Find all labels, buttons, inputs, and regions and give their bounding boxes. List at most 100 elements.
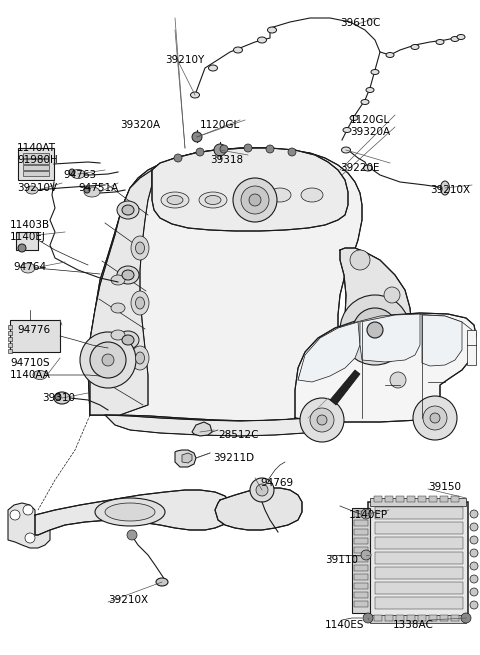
Ellipse shape	[122, 335, 134, 345]
Ellipse shape	[135, 352, 144, 364]
Ellipse shape	[269, 188, 291, 202]
Ellipse shape	[95, 498, 165, 526]
Ellipse shape	[21, 263, 35, 273]
Circle shape	[361, 509, 371, 519]
Ellipse shape	[257, 37, 266, 43]
Bar	[354, 583, 368, 589]
Bar	[354, 547, 368, 553]
Bar	[354, 565, 368, 571]
Ellipse shape	[131, 236, 149, 260]
Circle shape	[90, 342, 126, 378]
Circle shape	[192, 132, 202, 142]
Circle shape	[470, 601, 478, 609]
Circle shape	[214, 144, 226, 156]
Circle shape	[18, 244, 26, 252]
Ellipse shape	[436, 39, 444, 45]
Ellipse shape	[156, 578, 168, 586]
Bar	[8, 337, 12, 341]
Circle shape	[69, 169, 75, 175]
Text: 39310: 39310	[42, 393, 75, 403]
Circle shape	[470, 562, 478, 570]
Bar	[23, 165, 49, 170]
Bar	[374, 615, 382, 621]
Polygon shape	[295, 313, 476, 422]
Text: 1120GL: 1120GL	[350, 115, 390, 125]
Ellipse shape	[363, 165, 372, 171]
Bar	[10, 320, 60, 352]
Ellipse shape	[208, 65, 217, 71]
Ellipse shape	[117, 266, 139, 284]
Bar	[354, 556, 368, 562]
Text: 91980H: 91980H	[17, 155, 58, 165]
Ellipse shape	[117, 331, 139, 349]
Circle shape	[250, 478, 274, 502]
Circle shape	[23, 505, 33, 515]
Text: 11403B: 11403B	[10, 220, 50, 230]
Ellipse shape	[237, 192, 265, 208]
Bar	[374, 496, 382, 502]
Bar	[375, 597, 463, 609]
Ellipse shape	[343, 128, 351, 132]
Bar	[354, 601, 368, 607]
Circle shape	[266, 145, 274, 153]
Text: 39150: 39150	[428, 482, 461, 492]
Bar	[385, 615, 393, 621]
Bar	[370, 498, 466, 506]
Circle shape	[470, 575, 478, 583]
Ellipse shape	[135, 242, 144, 254]
Bar	[375, 522, 463, 534]
Circle shape	[350, 250, 370, 270]
Circle shape	[300, 398, 344, 442]
Circle shape	[470, 536, 478, 544]
Ellipse shape	[111, 303, 125, 313]
Circle shape	[288, 148, 296, 156]
Text: 28512C: 28512C	[218, 430, 259, 440]
Ellipse shape	[441, 181, 449, 195]
Bar	[370, 615, 466, 623]
Bar	[467, 330, 476, 365]
Circle shape	[10, 510, 20, 520]
Ellipse shape	[361, 100, 369, 105]
Polygon shape	[175, 450, 196, 467]
Ellipse shape	[366, 88, 374, 92]
Ellipse shape	[54, 392, 70, 404]
Circle shape	[80, 332, 136, 388]
Ellipse shape	[111, 330, 125, 340]
Polygon shape	[88, 148, 362, 421]
Text: 94710S: 94710S	[10, 358, 49, 368]
Ellipse shape	[191, 92, 200, 98]
Bar	[407, 496, 415, 502]
Circle shape	[102, 354, 114, 366]
Polygon shape	[215, 488, 302, 530]
Circle shape	[367, 322, 383, 338]
Polygon shape	[192, 422, 212, 436]
Bar	[375, 552, 463, 564]
Bar	[8, 349, 12, 353]
Circle shape	[196, 148, 204, 156]
Ellipse shape	[267, 27, 276, 33]
Text: 39610C: 39610C	[340, 18, 380, 28]
Ellipse shape	[71, 170, 85, 179]
Bar	[396, 615, 404, 621]
Circle shape	[390, 372, 406, 388]
Bar	[354, 574, 368, 580]
Text: 94751A: 94751A	[78, 183, 118, 193]
Circle shape	[361, 550, 371, 560]
Circle shape	[310, 408, 334, 432]
Bar	[440, 496, 448, 502]
Ellipse shape	[301, 188, 323, 202]
Text: 39110: 39110	[325, 555, 358, 565]
Ellipse shape	[167, 195, 183, 204]
Ellipse shape	[457, 35, 465, 39]
Bar	[407, 615, 415, 621]
Polygon shape	[360, 314, 420, 362]
Text: 1140EP: 1140EP	[349, 510, 388, 520]
Text: 94776: 94776	[17, 325, 50, 335]
Bar	[375, 537, 463, 549]
Ellipse shape	[199, 192, 227, 208]
Ellipse shape	[350, 115, 358, 121]
Ellipse shape	[131, 346, 149, 370]
Ellipse shape	[131, 291, 149, 315]
Bar	[429, 496, 437, 502]
Ellipse shape	[135, 297, 144, 309]
